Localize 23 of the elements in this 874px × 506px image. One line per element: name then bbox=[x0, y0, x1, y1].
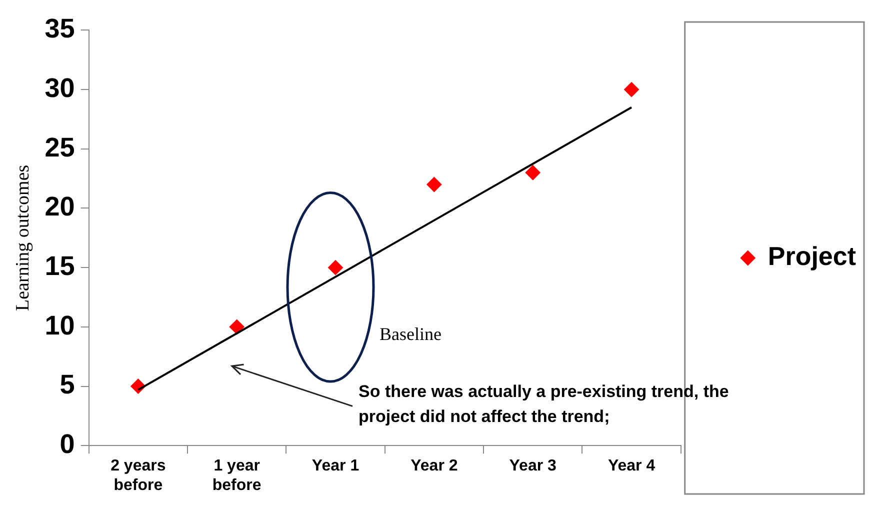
point bbox=[426, 176, 442, 192]
y-tick-label: 35 bbox=[44, 14, 75, 44]
y-tick-label: 5 bbox=[60, 370, 75, 400]
y-tick-label: 0 bbox=[60, 429, 75, 460]
annotation: Baseline bbox=[380, 324, 442, 344]
y-tick-label: 20 bbox=[44, 192, 75, 222]
point bbox=[229, 319, 244, 334]
x-tick-label: Year 3 bbox=[509, 458, 557, 475]
y-tick-label: 30 bbox=[44, 72, 75, 103]
y-tick-label: 25 bbox=[44, 132, 75, 162]
x-tick-label: Year 2 bbox=[410, 458, 458, 475]
point bbox=[624, 82, 640, 98]
x-tick-label: 2 years before bbox=[110, 458, 166, 494]
y-tick-label: 15 bbox=[44, 251, 75, 282]
annotation: So there was actually a pre-existing trend, the project did not affect the trend; bbox=[358, 382, 729, 426]
point bbox=[525, 165, 540, 180]
y-axis-title: Learning outcomes bbox=[12, 164, 34, 311]
x-tick-label: 1 year before bbox=[212, 458, 262, 494]
y-tick-label: 10 bbox=[44, 310, 75, 340]
point bbox=[328, 260, 344, 276]
x-tick-label: Year 4 bbox=[608, 458, 656, 475]
x-tick-label: Year 1 bbox=[312, 458, 360, 475]
legend-label: Project bbox=[768, 241, 856, 272]
